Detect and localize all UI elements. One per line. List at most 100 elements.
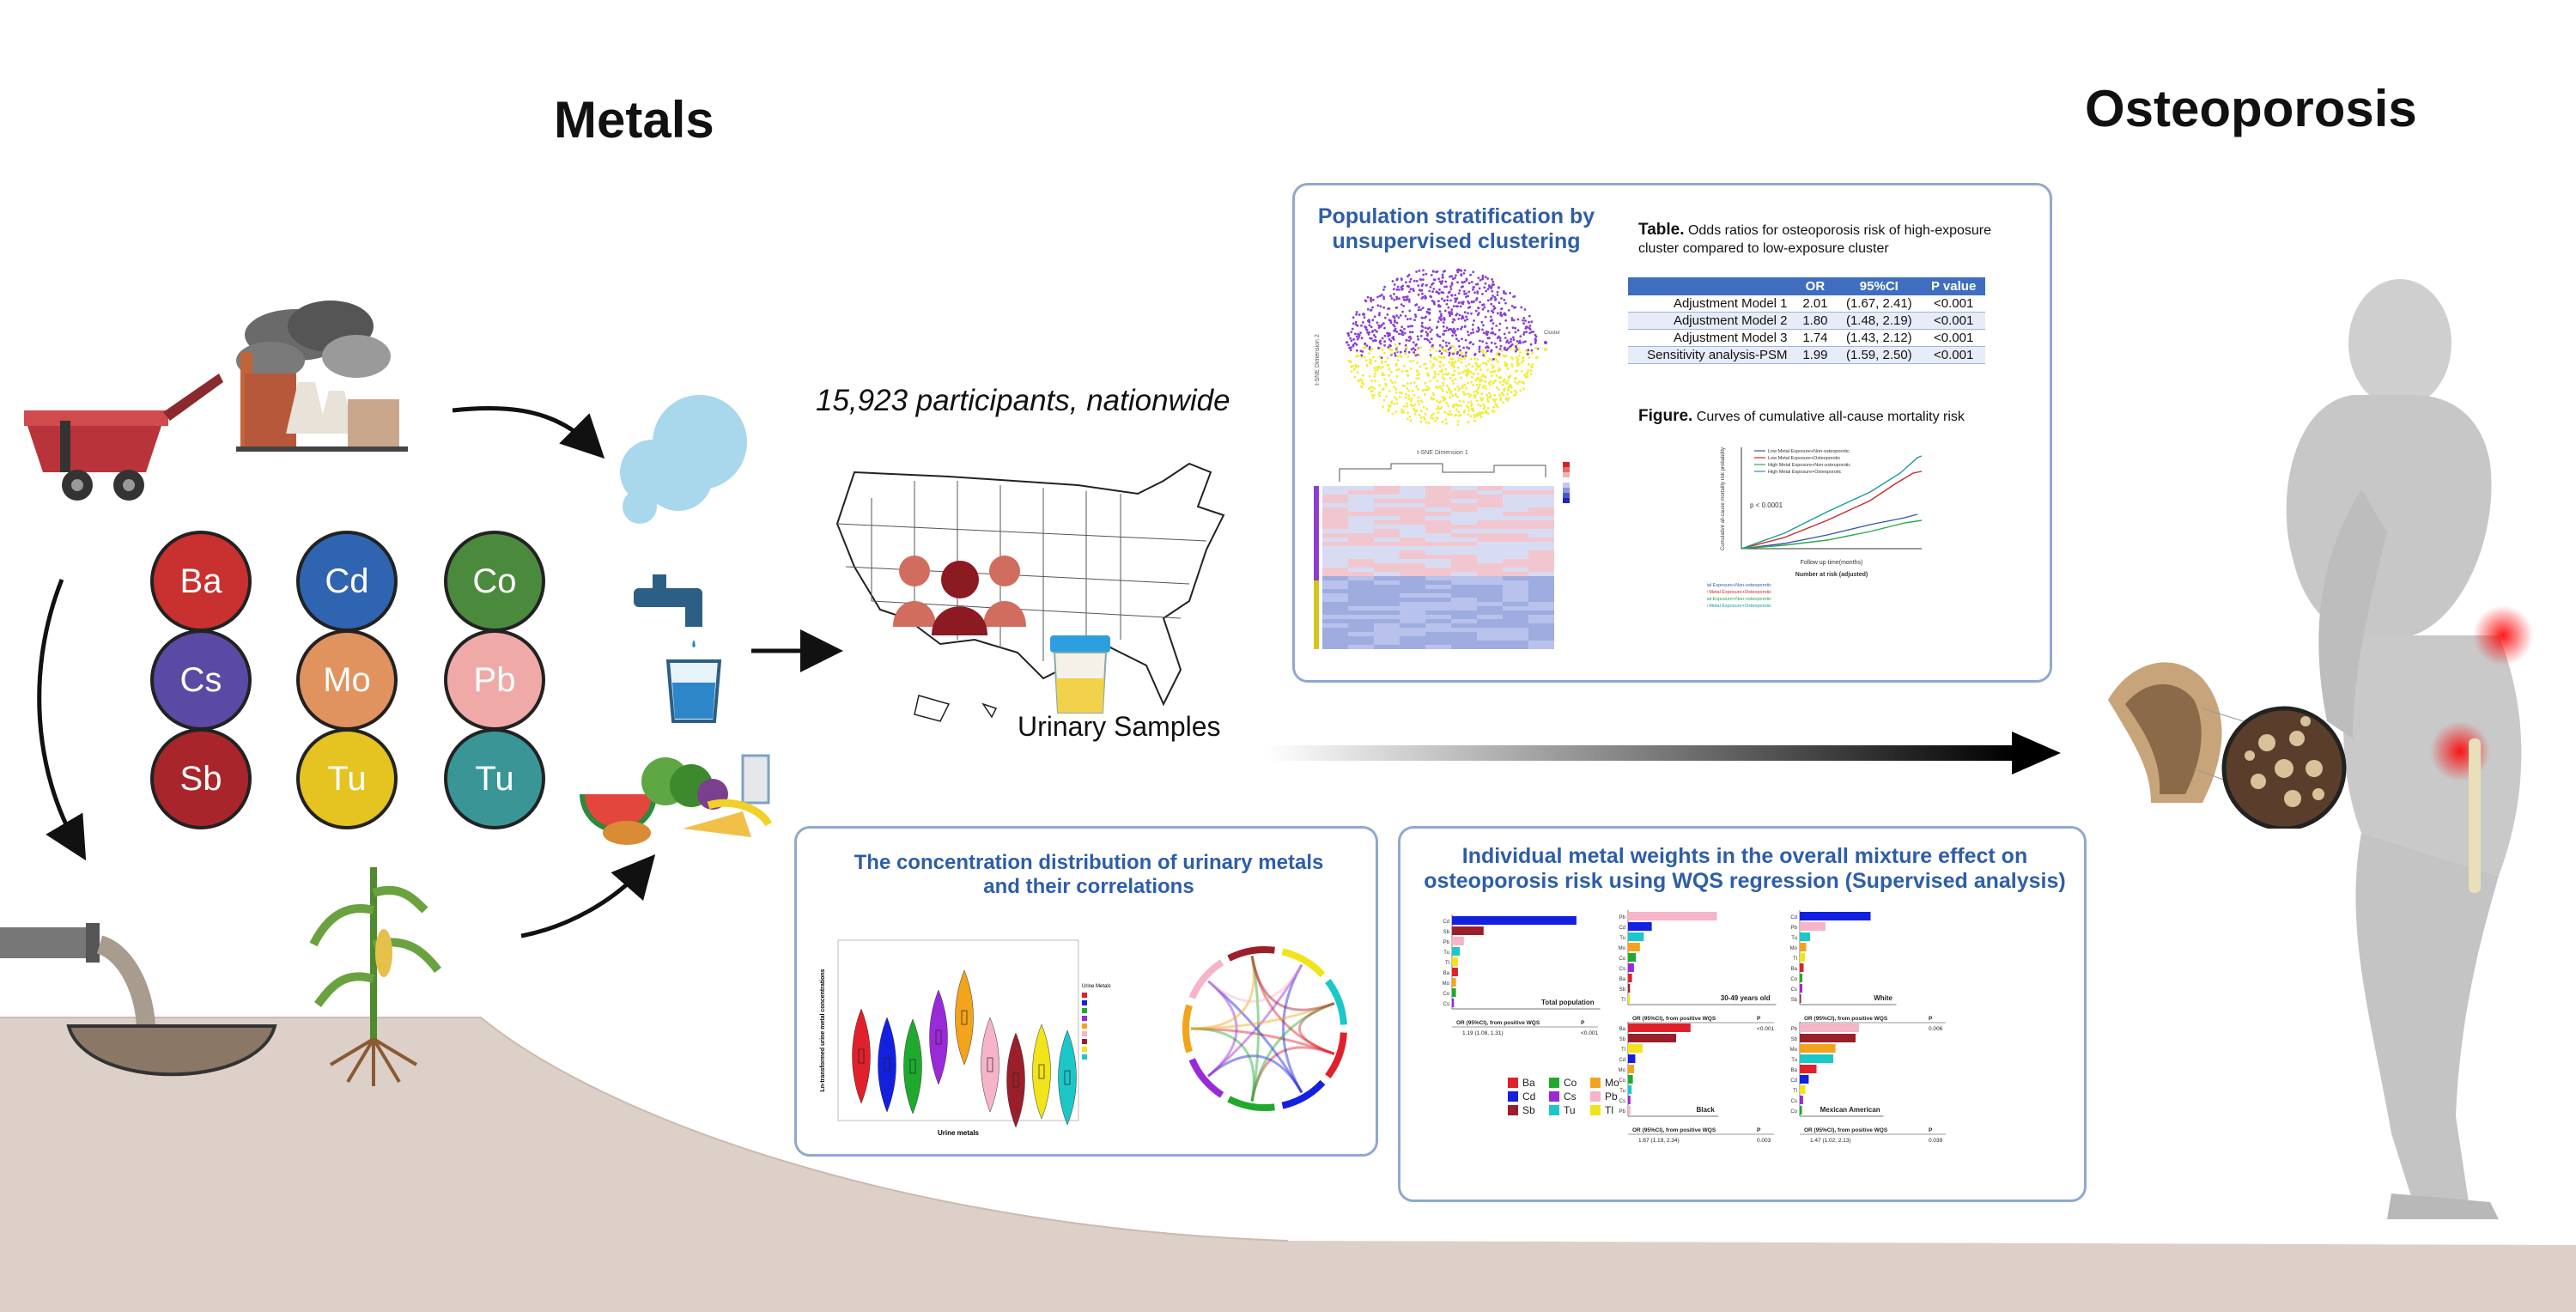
tsne-point [1461, 301, 1465, 304]
heatmap-cell [1400, 486, 1425, 490]
heatmap-cell [1322, 512, 1348, 516]
tsne-point [1437, 320, 1440, 324]
tsne-point [1491, 374, 1493, 377]
tsne-point [1456, 404, 1459, 407]
tsne-point [1492, 365, 1496, 368]
tsne-point [1485, 393, 1488, 397]
tsne-point [1481, 276, 1485, 279]
heatmap-cell [1425, 563, 1451, 568]
wqs-bar [1628, 953, 1637, 962]
heatmap-cell [1400, 559, 1425, 563]
tsne-point [1495, 386, 1498, 389]
wqs-or-header: OR (95%CI), from positive WQS [1632, 1016, 1716, 1022]
heatmap-cell [1425, 512, 1451, 516]
heatmap-cell [1425, 589, 1451, 593]
tsne-point [1486, 398, 1489, 402]
tsne-point [1413, 403, 1417, 406]
heatmap-cell [1503, 529, 1528, 533]
tsne-point [1473, 286, 1475, 289]
heatmap-legend-swatch [1563, 498, 1570, 503]
tsne-point [1381, 374, 1384, 377]
tsne-point [1368, 374, 1371, 378]
tsne-point [1505, 364, 1508, 367]
tsne-point [1504, 301, 1507, 305]
wqs-legend-label: Pb [1605, 1090, 1618, 1102]
tsne-point [1479, 278, 1482, 282]
km-legend-label: High Metal Exposure+Osteoporotic [1768, 470, 1842, 475]
heatmap-cell [1451, 507, 1477, 512]
tsne-point [1510, 337, 1513, 341]
km-p-value: p < 0.0001 [1750, 501, 1783, 509]
tsne-point [1412, 359, 1415, 362]
heatmap-cell [1400, 546, 1425, 550]
heatmap-cell [1528, 495, 1554, 499]
tsne-point [1440, 318, 1443, 320]
tsne-point [1353, 342, 1357, 345]
heatmap-cell [1503, 606, 1528, 610]
heatmap-cell [1425, 602, 1451, 606]
tsne-point [1429, 286, 1432, 289]
tsne-point [1424, 393, 1426, 396]
tsne-point [1394, 349, 1398, 353]
tsne-point [1454, 414, 1456, 417]
tsne-point [1450, 311, 1453, 313]
tsne-point [1460, 327, 1462, 331]
wqs-tick-label: Ba [1443, 971, 1450, 976]
tsne-point [1394, 343, 1397, 346]
tsne-point [1368, 352, 1370, 355]
tsne-point [1412, 341, 1415, 344]
heatmap-cell [1400, 615, 1425, 619]
tsne-point [1427, 339, 1430, 342]
tsne-point [1377, 324, 1381, 327]
tsne-point [1406, 295, 1409, 298]
chord-arc [1227, 946, 1275, 962]
heatmap-cell [1528, 593, 1554, 598]
tsne-point [1418, 306, 1420, 309]
tsne-point [1419, 420, 1423, 423]
tsne-point [1443, 309, 1447, 313]
tsne-point [1428, 387, 1431, 390]
tsne-point [1503, 290, 1505, 293]
heatmap-cell [1503, 503, 1528, 507]
tsne-point [1443, 378, 1446, 380]
tsne-point [1388, 367, 1391, 371]
heatmap-cell [1528, 568, 1554, 572]
tsne-point [1395, 368, 1398, 372]
tsne-point [1408, 415, 1412, 418]
violin-box [1012, 1072, 1019, 1088]
tsne-point [1474, 309, 1478, 313]
violin-box [935, 1030, 942, 1045]
heatmap-cell [1528, 525, 1554, 529]
tsne-point [1450, 308, 1454, 311]
tsne-point [1463, 311, 1467, 314]
heatmap-cell [1425, 520, 1451, 525]
tsne-point [1399, 392, 1401, 394]
tsne-point [1394, 387, 1398, 391]
tsne-point [1416, 370, 1419, 374]
tsne-point [1425, 386, 1429, 388]
heatmap-cell [1451, 598, 1477, 602]
wqs-bar [1628, 1023, 1691, 1032]
km-y-label: Cumulative all-cause mortality risk prob… [1721, 447, 1726, 550]
tsne-point [1490, 315, 1492, 319]
tsne-point [1363, 355, 1365, 358]
heatmap-cell [1503, 538, 1528, 542]
heatmap-cell [1348, 606, 1374, 610]
tsne-point [1401, 410, 1405, 413]
tsne-point [1391, 412, 1394, 416]
heatmap-cell [1477, 542, 1503, 546]
tsne-point [1418, 270, 1421, 272]
tsne-point [1492, 311, 1495, 314]
wqs-bar [1452, 978, 1456, 987]
tsne-point [1470, 403, 1473, 405]
tsne-point [1472, 288, 1474, 291]
tsne-point [1449, 299, 1452, 302]
heatmap-cell [1322, 516, 1348, 520]
tsne-point [1438, 335, 1442, 338]
clustering-title: Population stratification by unsupervise… [1317, 204, 1595, 253]
tsne-point [1451, 380, 1455, 382]
tsne-point [1512, 394, 1516, 397]
tsne-point [1522, 341, 1525, 343]
tsne-point [1522, 319, 1524, 322]
